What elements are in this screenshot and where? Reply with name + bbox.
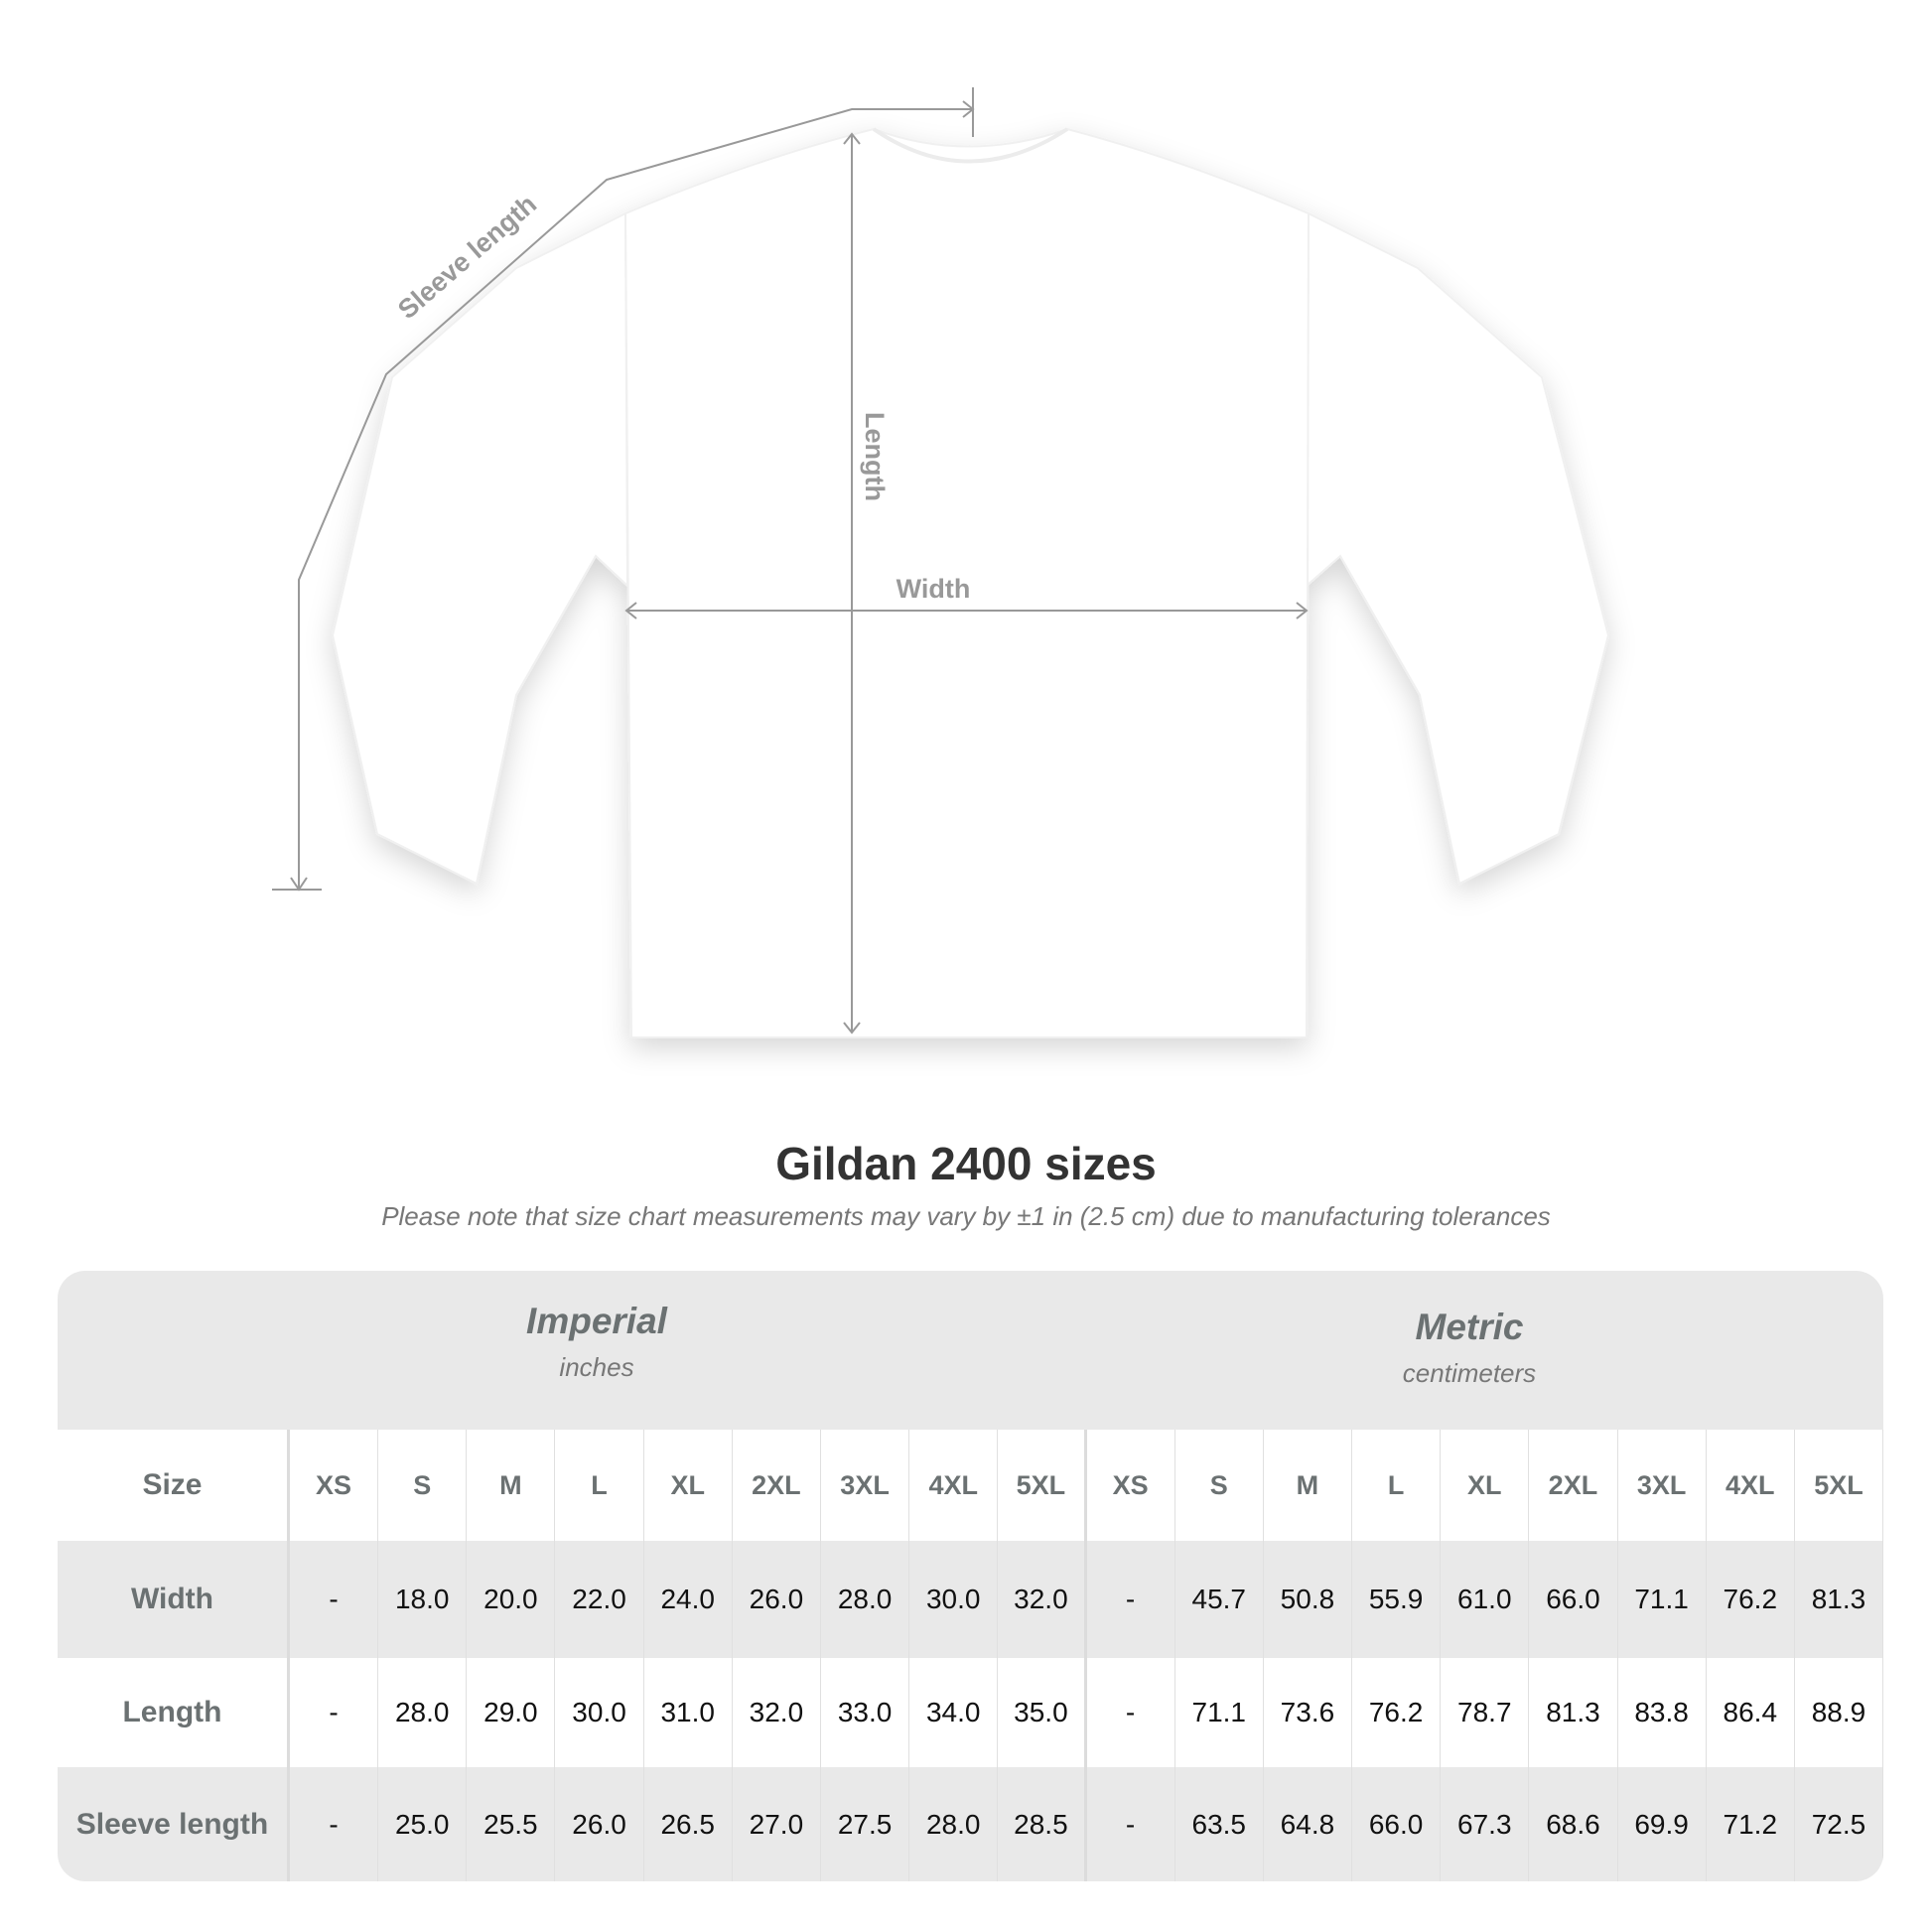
metric-value-cell: 71.1 xyxy=(1618,1541,1707,1658)
metric-value-cell: 76.2 xyxy=(1352,1658,1442,1767)
metric-value-cell: 63.5 xyxy=(1175,1767,1264,1881)
imperial-value-cell: 26.5 xyxy=(644,1767,733,1881)
metric-value-cell: 71.1 xyxy=(1175,1658,1264,1767)
metric-value-cell: 45.7 xyxy=(1175,1541,1264,1658)
size-header-cell: S xyxy=(1175,1430,1264,1541)
sleeve-length-line xyxy=(298,108,973,890)
size-header-row: Size XS S M L XL 2XL 3XL 4XL 5XL XS S M L XL 2XL 3XL 4XL 5… xyxy=(58,1430,1883,1541)
size-header-cell: 3XL xyxy=(1618,1430,1707,1541)
metric-value-cell: 83.8 xyxy=(1618,1658,1707,1767)
size-header-cell: XS xyxy=(1087,1430,1175,1541)
units-header xyxy=(58,1271,1883,1430)
imperial-value-cell: 33.0 xyxy=(821,1658,910,1767)
imperial-value-cell: 28.5 xyxy=(998,1767,1087,1881)
metric-value-cell: - xyxy=(1087,1658,1175,1767)
imperial-value-cell: 30.0 xyxy=(555,1658,644,1767)
size-table: Imperial inches Metric centimeters Size X… xyxy=(58,1271,1883,1881)
imperial-value-cell: 31.0 xyxy=(644,1658,733,1767)
metric-value-cell: 81.3 xyxy=(1795,1541,1883,1658)
imperial-value-cell: 18.0 xyxy=(378,1541,468,1658)
metric-title: Metric xyxy=(1415,1307,1524,1347)
metric-value-cell: 66.0 xyxy=(1529,1541,1618,1658)
size-header-cell: 5XL xyxy=(998,1430,1087,1541)
row-label: Width xyxy=(58,1541,290,1658)
table-row: Width -18.0 20.0 22.0 24.0 26.0 28.0 30.0 32.0-4… xyxy=(58,1541,1883,1658)
metric-value-cell: 88.9 xyxy=(1795,1658,1883,1767)
metric-value-cell: 72.5 xyxy=(1795,1767,1883,1881)
imperial-value-cell: 22.0 xyxy=(555,1541,644,1658)
metric-value-cell: 78.7 xyxy=(1441,1658,1530,1767)
imperial-value-cell: 20.0 xyxy=(467,1541,556,1658)
imperial-value-cell: 35.0 xyxy=(998,1658,1087,1767)
imperial-title: Imperial xyxy=(526,1301,667,1341)
tolerance-note: Please note that size chart measurements… xyxy=(381,1201,1551,1231)
metric-value-cell: 61.0 xyxy=(1441,1541,1530,1658)
metric-unit: centimeters xyxy=(1402,1358,1537,1388)
metric-value-cell: 50.8 xyxy=(1264,1541,1353,1658)
size-header-cell: 5XL xyxy=(1795,1430,1883,1541)
metric-value-cell: - xyxy=(1087,1767,1175,1881)
row-label: Sleeve length xyxy=(58,1767,290,1881)
metric-header: Metric centimeters xyxy=(1122,1307,1817,1389)
imperial-value-cell: 30.0 xyxy=(909,1541,999,1658)
table-row: Length -28.0 29.0 30.0 31.0 32.0 33.0 34.0 35.0-… xyxy=(58,1658,1883,1767)
imperial-value-cell: 32.0 xyxy=(733,1658,821,1767)
metric-value-cell: 69.9 xyxy=(1618,1767,1707,1881)
metric-value-cell: 76.2 xyxy=(1707,1541,1795,1658)
size-header-cell: M xyxy=(1264,1430,1353,1541)
length-label: Length xyxy=(860,412,890,501)
imperial-value-cell: - xyxy=(290,1658,379,1767)
size-header-cell: S xyxy=(378,1430,468,1541)
metric-value-cell: 55.9 xyxy=(1352,1541,1442,1658)
size-header-cell: L xyxy=(555,1430,644,1541)
metric-value-cell: 68.6 xyxy=(1529,1767,1618,1881)
metric-value-cell: 86.4 xyxy=(1707,1658,1795,1767)
table-row: Sleeve length -25.0 25.5 26.0 26.5 27.0 27.5 28… xyxy=(58,1767,1883,1881)
width-label: Width xyxy=(897,574,971,604)
imperial-value-cell: 27.0 xyxy=(733,1767,821,1881)
metric-value-cell: 67.3 xyxy=(1441,1767,1530,1881)
metric-value-cell: 71.2 xyxy=(1707,1767,1795,1881)
imperial-value-cell: - xyxy=(290,1767,379,1881)
imperial-value-cell: 27.5 xyxy=(821,1767,910,1881)
imperial-value-cell: 25.0 xyxy=(378,1767,468,1881)
imperial-value-cell: 26.0 xyxy=(555,1767,644,1881)
imperial-value-cell: 28.0 xyxy=(821,1541,910,1658)
metric-value-cell: - xyxy=(1087,1541,1175,1658)
size-header-cell: 2XL xyxy=(733,1430,821,1541)
size-header-cell: 3XL xyxy=(821,1430,910,1541)
measurement-lines xyxy=(272,87,1309,1035)
size-header-cell: XS xyxy=(290,1430,379,1541)
metric-value-cell: 66.0 xyxy=(1352,1767,1442,1881)
metric-value-cell: 81.3 xyxy=(1529,1658,1618,1767)
size-header-cell: 2XL xyxy=(1529,1430,1618,1541)
imperial-value-cell: 26.0 xyxy=(733,1541,821,1658)
imperial-value-cell: 28.0 xyxy=(909,1767,999,1881)
imperial-value-cell: 24.0 xyxy=(644,1541,733,1658)
size-header-cell: XL xyxy=(1441,1430,1530,1541)
size-header-cell: M xyxy=(467,1430,556,1541)
imperial-value-cell: - xyxy=(290,1541,379,1658)
size-header-cell: L xyxy=(1352,1430,1442,1541)
imperial-value-cell: 25.5 xyxy=(467,1767,556,1881)
imperial-value-cell: 28.0 xyxy=(378,1658,468,1767)
size-header-cell: 4XL xyxy=(1707,1430,1795,1541)
shirt-diagram: Sleeve length Length Width xyxy=(272,87,1610,1038)
imperial-header: Imperial inches xyxy=(249,1301,944,1383)
row-label: Size xyxy=(58,1430,290,1541)
row-label: Length xyxy=(58,1658,290,1767)
size-header-cell: 4XL xyxy=(909,1430,999,1541)
imperial-value-cell: 29.0 xyxy=(467,1658,556,1767)
imperial-value-cell: 32.0 xyxy=(998,1541,1087,1658)
metric-value-cell: 64.8 xyxy=(1264,1767,1353,1881)
metric-value-cell: 73.6 xyxy=(1264,1658,1353,1767)
imperial-value-cell: 34.0 xyxy=(909,1658,999,1767)
shirt-illustration xyxy=(331,127,1610,1038)
size-header-cell: XL xyxy=(644,1430,733,1541)
imperial-unit: inches xyxy=(559,1352,634,1382)
page-title: Gildan 2400 sizes xyxy=(775,1138,1157,1189)
